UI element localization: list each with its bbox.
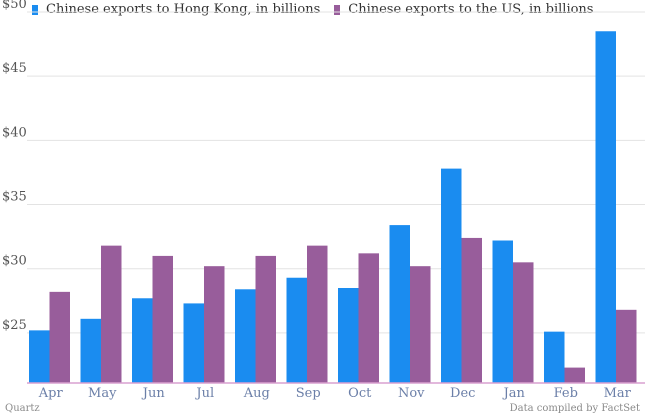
y-tick-label: $30 [2,254,27,269]
bar-hong-kong-jul [183,303,204,383]
legend-item-hong-kong: Chinese exports to Hong Kong, in billion… [32,2,320,17]
bar-hong-kong-nov [389,225,410,383]
bar-us-oct [358,253,379,383]
bar-us-may [101,245,122,383]
bar-us-mar [616,309,637,383]
bar-us-jul [204,266,225,383]
x-tick-label: Feb [554,386,578,401]
bar-hong-kong-mar [595,31,616,384]
bar-hong-kong-jun [132,298,153,383]
bar-us-aug [255,255,276,383]
bar-hong-kong-jan [492,240,513,383]
bar-hong-kong-sep [286,277,307,383]
source-credit: Quartz [5,403,40,414]
legend-label-us: Chinese exports to the US, in billions [348,2,594,17]
y-tick-label: $45 [2,61,27,76]
x-tick-label: Apr [38,386,64,401]
y-tick-label: $50 [2,0,27,12]
y-tick-label: $25 [2,318,27,333]
x-tick-label: Dec [450,386,475,401]
x-tick-label: May [88,386,117,401]
x-tick-label: Aug [243,386,270,401]
y-tick-label: $40 [2,125,27,140]
legend-swatch-us [334,4,341,15]
bar-us-apr [49,291,70,383]
x-tick-label: Oct [348,386,372,401]
bar-us-feb [564,367,585,383]
data-credit: Data compiled by FactSet [509,403,640,414]
bar-hong-kong-dec [441,168,462,383]
bar-hong-kong-aug [235,289,256,383]
x-tick-label: Mar [604,386,632,401]
y-tick-label: $35 [2,190,27,205]
bar-us-jan [513,262,534,383]
x-tick-label: Nov [398,386,425,401]
bar-us-dec [461,237,482,383]
legend-swatch-hong-kong [32,4,38,15]
bar-us-jun [152,255,173,383]
legend-label-hong-kong: Chinese exports to Hong Kong, in billion… [46,2,321,17]
legend-item-us: Chinese exports to the US, in billions [334,2,593,17]
legend: Chinese exports to Hong Kong, in billion… [32,2,607,17]
bar-hong-kong-oct [338,288,359,383]
bar-hong-kong-may [80,318,101,383]
bar-hong-kong-apr [29,330,50,383]
bar-us-sep [307,245,328,383]
x-tick-label: Sep [296,386,321,401]
x-tick-label: Jul [194,386,214,401]
bar-hong-kong-feb [544,331,565,383]
x-tick-label: Jan [502,386,526,401]
bar-us-nov [410,266,431,383]
x-tick-label: Jun [141,386,166,401]
